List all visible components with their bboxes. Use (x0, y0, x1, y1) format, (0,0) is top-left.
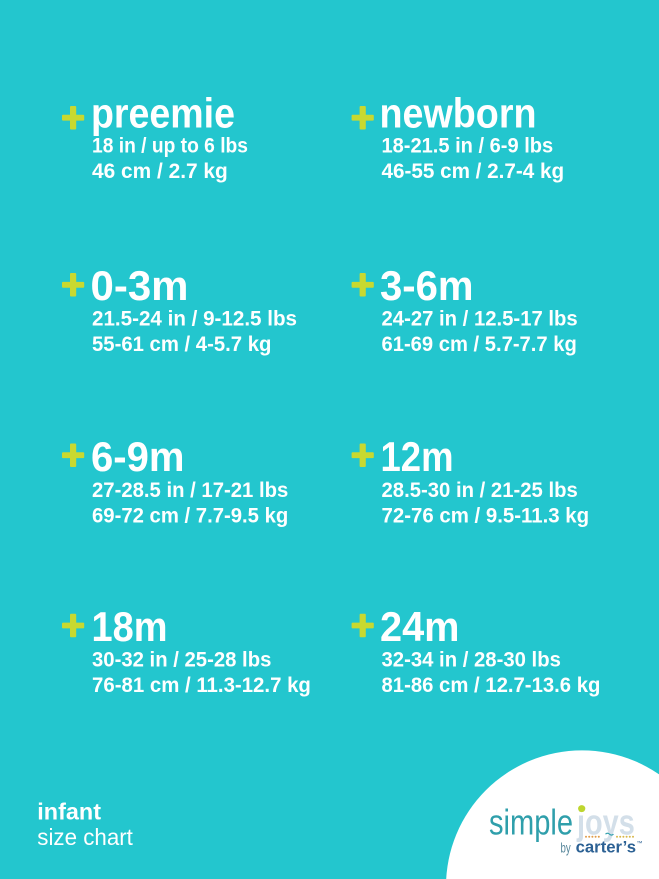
svg-text:28.5-30 in / 21-25 lbs: 28.5-30 in / 21-25 lbs (382, 479, 578, 502)
svg-text:27-28.5 in / 17-21 lbs: 27-28.5 in / 17-21 lbs (92, 479, 288, 502)
svg-text:™: ™ (637, 840, 643, 847)
svg-text:infant: infant (37, 799, 101, 825)
svg-text:21.5-24 in / 9-12.5 lbs: 21.5-24 in / 9-12.5 lbs (92, 308, 297, 331)
svg-text:76-81 cm / 11.3-12.7 kg: 76-81 cm / 11.3-12.7 kg (92, 674, 311, 697)
svg-text:3-6m: 3-6m (380, 262, 474, 309)
svg-text:24m: 24m (380, 603, 460, 650)
svg-text:46-55 cm / 2.7-4 kg: 46-55 cm / 2.7-4 kg (382, 160, 565, 183)
svg-text:6-9m: 6-9m (91, 433, 185, 480)
svg-text:55-61 cm / 4-5.7 kg: 55-61 cm / 4-5.7 kg (92, 333, 271, 356)
svg-text:0-3m: 0-3m (91, 262, 189, 309)
svg-text:18m: 18m (92, 603, 168, 650)
svg-text:size chart: size chart (37, 824, 133, 850)
svg-text:69-72 cm / 7.7-9.5 kg: 69-72 cm / 7.7-9.5 kg (92, 504, 288, 527)
svg-text:by: by (561, 840, 571, 855)
svg-text:18-21.5 in / 6-9 lbs: 18-21.5 in / 6-9 lbs (382, 134, 554, 157)
svg-text:newborn: newborn (380, 90, 537, 137)
svg-text:81-86 cm / 12.7-13.6 kg: 81-86 cm / 12.7-13.6 kg (382, 674, 601, 697)
svg-text:32-34 in / 28-30 lbs: 32-34 in / 28-30 lbs (382, 648, 561, 671)
svg-text:24-27 in / 12.5-17 lbs: 24-27 in / 12.5-17 lbs (382, 308, 578, 331)
svg-text:61-69 cm / 5.7-7.7 kg: 61-69 cm / 5.7-7.7 kg (382, 333, 577, 356)
svg-text:46 cm / 2.7 kg: 46 cm / 2.7 kg (92, 160, 228, 183)
svg-text:12m: 12m (381, 433, 454, 480)
svg-text:30-32 in / 25-28 lbs: 30-32 in / 25-28 lbs (92, 648, 271, 671)
svg-text:18 in / up to 6 lbs: 18 in / up to 6 lbs (92, 134, 248, 157)
svg-text:72-76 cm / 9.5-11.3 kg: 72-76 cm / 9.5-11.3 kg (382, 504, 590, 527)
svg-text:preemie: preemie (91, 90, 235, 137)
svg-text:joys: joys (576, 802, 635, 843)
svg-text:simple: simple (489, 802, 573, 843)
svg-text:carter’s: carter’s (576, 837, 636, 856)
